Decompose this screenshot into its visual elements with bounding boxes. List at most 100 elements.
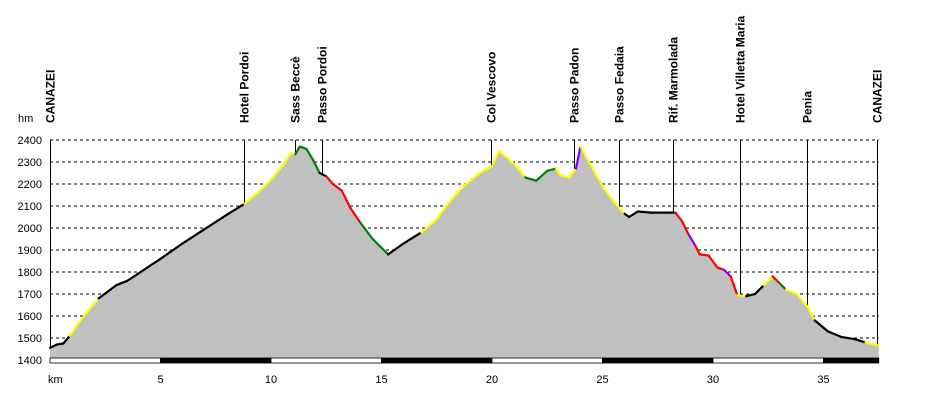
profile-segment	[853, 338, 867, 344]
profile-segment	[546, 167, 558, 172]
profile-segment	[568, 167, 578, 179]
profile-segment	[535, 169, 549, 182]
profile-segment	[311, 158, 321, 175]
profile-segment	[745, 292, 757, 298]
profile-segment	[840, 335, 856, 341]
x-axis: km 5 10 15 20 25 30 35	[48, 357, 880, 386]
profile-segment	[716, 266, 726, 271]
profile-segment	[331, 182, 343, 192]
waypoint-lines	[50, 140, 878, 348]
waypoint-labels: CANAZEI Hotel Pordoi Sass Beccè Passo Pordo…	[44, 16, 885, 123]
y-tick-label: 2000	[18, 223, 42, 235]
profile-segment	[612, 200, 626, 215]
profile-segment	[115, 279, 129, 287]
profile-segment	[340, 189, 352, 210]
profile-segment	[325, 175, 334, 186]
profile-segment	[627, 210, 639, 219]
waypoint-label: Hotel Pordoi	[238, 52, 252, 123]
profile-segment	[68, 321, 80, 337]
elevation-area	[50, 146, 879, 360]
km-scale-bar-segment	[270, 357, 382, 364]
profile-segment	[674, 211, 684, 223]
profile-segment	[698, 253, 710, 257]
profile-segment	[48, 343, 58, 349]
profile-segment	[126, 257, 162, 282]
profile-segment	[636, 210, 653, 214]
profile-segment	[294, 145, 301, 156]
profile-segment	[806, 306, 816, 322]
profile-segment	[349, 207, 361, 223]
profile-segment	[280, 152, 292, 168]
km-scale-bar-segment	[823, 357, 880, 364]
profile-segment	[55, 342, 65, 346]
profile-segment	[579, 145, 593, 168]
profile-segment	[97, 284, 118, 300]
y-axis: hm 2400 2300 2200 2100 2000 1900 1800 1700 1600 1…	[18, 113, 42, 367]
waypoint-label: Penia	[801, 91, 815, 123]
profile-segment	[269, 165, 284, 181]
waypoint-label: CANAZEI	[44, 70, 58, 123]
profile-segment	[559, 174, 571, 179]
x-tick-label: 10	[265, 374, 277, 386]
profile-segment	[159, 242, 184, 260]
waypoint-label: Hotel Villetta Maria	[734, 16, 748, 123]
y-tick-label: 1400	[18, 355, 42, 367]
profile-segment	[243, 189, 262, 205]
km-scale-bar-segment	[381, 357, 493, 364]
profile-segment	[473, 169, 485, 179]
profile-segment	[420, 218, 438, 234]
profile-segment	[490, 149, 500, 168]
profile-segment	[482, 165, 494, 172]
km-scale-bar-segment	[49, 357, 161, 364]
km-scale-bar-segment	[602, 357, 714, 364]
waypoint-label: Passo Fedaia	[613, 46, 627, 123]
profile-segment	[680, 220, 690, 236]
profile-segment	[203, 213, 228, 231]
y-tick-label: 2200	[18, 179, 42, 191]
profile-segment	[225, 202, 246, 216]
profile-segment	[722, 268, 732, 278]
profile-segment	[358, 220, 374, 241]
elevation-profile-line	[48, 145, 880, 349]
profile-segment	[371, 237, 390, 256]
profile-segment	[318, 171, 328, 178]
waypoint-label: Passo Padon	[568, 48, 582, 123]
y-tick-label: 1900	[18, 245, 42, 257]
y-tick-label: 1700	[18, 289, 42, 301]
x-tick-label: 20	[486, 374, 498, 386]
profile-segment	[771, 275, 781, 285]
profile-segment	[826, 330, 843, 338]
profile-segment	[554, 167, 562, 177]
profile-segment	[590, 165, 604, 188]
y-axis-label: hm	[18, 113, 33, 125]
waypoint-label: Sass Beccè	[289, 56, 303, 123]
profile-segment	[795, 292, 810, 309]
x-tick-label: 15	[375, 374, 387, 386]
profile-segment	[77, 310, 89, 324]
profile-segment	[305, 147, 315, 161]
profile-segment	[778, 281, 788, 291]
y-tick-label: 1500	[18, 333, 42, 345]
km-scale-bar-segment	[491, 357, 603, 364]
profile-segment	[687, 233, 697, 247]
profile-segment	[517, 167, 527, 179]
profile-segment	[707, 254, 719, 269]
profile-segment	[753, 284, 765, 296]
y-tick-label: 2100	[18, 201, 42, 213]
waypoint-label: CANAZEI	[871, 70, 885, 123]
waypoint-label: Passo Pordoi	[316, 46, 330, 123]
profile-segment	[446, 187, 463, 205]
profile-segment	[497, 149, 511, 161]
y-tick-label: 1600	[18, 311, 42, 323]
waypoint-label: Rif. Marmolada	[667, 37, 681, 123]
x-tick-label: 25	[596, 374, 608, 386]
profile-segment	[435, 202, 449, 221]
profile-segment	[762, 275, 774, 287]
profile-segment	[694, 244, 701, 256]
y-tick-label: 2300	[18, 157, 42, 169]
profile-segment	[459, 176, 476, 190]
x-tick-label: 35	[817, 374, 829, 386]
profile-segment	[524, 176, 538, 182]
profile-segment	[574, 145, 582, 170]
km-scale-bar-segment	[160, 357, 272, 364]
